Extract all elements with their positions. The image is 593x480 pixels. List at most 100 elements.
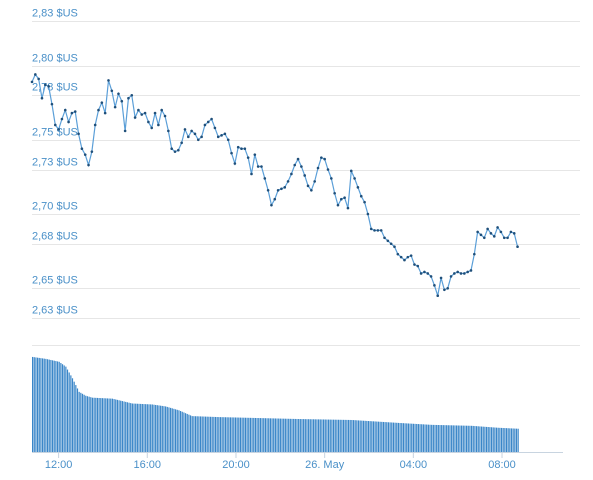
price-point[interactable] [157, 123, 160, 127]
price-point[interactable] [502, 236, 506, 240]
price-point[interactable] [479, 233, 483, 237]
price-point[interactable] [173, 150, 177, 153]
price-point[interactable] [233, 162, 237, 165]
price-point[interactable] [103, 111, 107, 115]
price-point[interactable] [210, 117, 213, 121]
price-point[interactable] [512, 232, 516, 235]
price-point[interactable] [366, 212, 370, 216]
price-point[interactable] [230, 151, 233, 155]
price-point[interactable] [137, 108, 140, 112]
price-point[interactable] [339, 197, 343, 201]
price-point[interactable] [77, 132, 80, 136]
price-point[interactable] [389, 242, 393, 246]
price-point[interactable] [386, 239, 390, 243]
price-point[interactable] [270, 203, 273, 207]
price-point[interactable] [300, 165, 303, 168]
price-point[interactable] [93, 123, 97, 127]
price-point[interactable] [177, 148, 180, 152]
price-point[interactable] [290, 172, 293, 176]
price-point[interactable] [63, 108, 67, 112]
price-point[interactable] [250, 172, 253, 176]
price-point[interactable] [303, 174, 307, 177]
price-point[interactable] [416, 264, 420, 268]
price-point[interactable] [496, 226, 499, 229]
price-point[interactable] [436, 294, 440, 298]
price-point[interactable] [310, 188, 313, 192]
price-point[interactable] [306, 184, 310, 188]
price-point[interactable] [396, 252, 400, 256]
price-point[interactable] [236, 145, 240, 149]
price-point[interactable] [316, 166, 320, 170]
price-point[interactable] [320, 156, 323, 159]
price-point[interactable] [30, 80, 34, 84]
price-point[interactable] [473, 252, 476, 256]
price-point[interactable] [482, 236, 486, 240]
price-point[interactable] [180, 141, 183, 145]
price-point[interactable] [383, 236, 386, 240]
price-point[interactable] [120, 99, 124, 103]
price-point[interactable] [453, 272, 456, 275]
price-point[interactable] [349, 169, 353, 173]
price-point[interactable] [200, 135, 203, 139]
price-point[interactable] [143, 111, 147, 115]
price-point[interactable] [107, 79, 110, 82]
price-point[interactable] [423, 270, 426, 274]
price-point[interactable] [133, 116, 137, 119]
price-point[interactable] [140, 113, 144, 116]
price-point[interactable] [123, 129, 127, 133]
price-point[interactable] [376, 229, 380, 232]
price-point[interactable] [286, 180, 290, 183]
price-point[interactable] [492, 235, 496, 238]
price-point[interactable] [223, 132, 227, 136]
price-point[interactable] [213, 126, 217, 130]
price-point[interactable] [379, 229, 383, 232]
price-point[interactable] [403, 258, 406, 262]
price-point[interactable] [359, 194, 363, 198]
price-point[interactable] [509, 230, 513, 234]
price-point[interactable] [40, 96, 44, 100]
price-point[interactable] [170, 147, 173, 151]
price-point[interactable] [369, 227, 373, 231]
price-point[interactable] [426, 272, 430, 275]
price-point[interactable] [293, 163, 297, 167]
price-point[interactable] [373, 229, 376, 232]
price-point[interactable] [353, 177, 356, 180]
price-point[interactable] [206, 120, 210, 124]
price-point[interactable] [130, 93, 134, 97]
price-point[interactable] [280, 187, 283, 191]
price-point[interactable] [296, 157, 300, 161]
price-point[interactable] [469, 269, 473, 272]
price-point[interactable] [37, 77, 40, 81]
price-point[interactable] [117, 92, 120, 96]
price-point[interactable] [256, 165, 260, 168]
price-point[interactable] [506, 236, 509, 240]
price-point[interactable] [266, 188, 270, 192]
price-point[interactable] [276, 188, 280, 192]
price-point[interactable] [243, 147, 247, 151]
price-point[interactable] [160, 108, 163, 112]
price-point[interactable] [409, 254, 413, 257]
price-point[interactable] [456, 270, 459, 274]
price-point[interactable] [476, 230, 479, 234]
price-point[interactable] [393, 245, 396, 249]
price-point[interactable] [489, 232, 493, 235]
price-point[interactable] [53, 123, 57, 127]
price-point[interactable] [333, 191, 336, 195]
price-point[interactable] [73, 110, 77, 113]
price-point[interactable] [413, 263, 416, 266]
price-point[interactable] [47, 85, 50, 88]
price-point[interactable] [90, 150, 94, 153]
price-point[interactable] [253, 153, 257, 156]
price-point[interactable] [263, 177, 267, 180]
price-point[interactable] [113, 105, 117, 109]
price-point[interactable] [216, 135, 220, 139]
price-point[interactable] [330, 177, 333, 180]
price-point[interactable] [336, 203, 340, 207]
price-point[interactable] [443, 288, 446, 292]
price-point[interactable] [516, 245, 519, 249]
price-point[interactable] [419, 272, 423, 275]
price-point[interactable] [433, 284, 436, 287]
price-point[interactable] [406, 255, 410, 259]
price-point[interactable] [326, 168, 330, 171]
price-point[interactable] [187, 135, 190, 139]
